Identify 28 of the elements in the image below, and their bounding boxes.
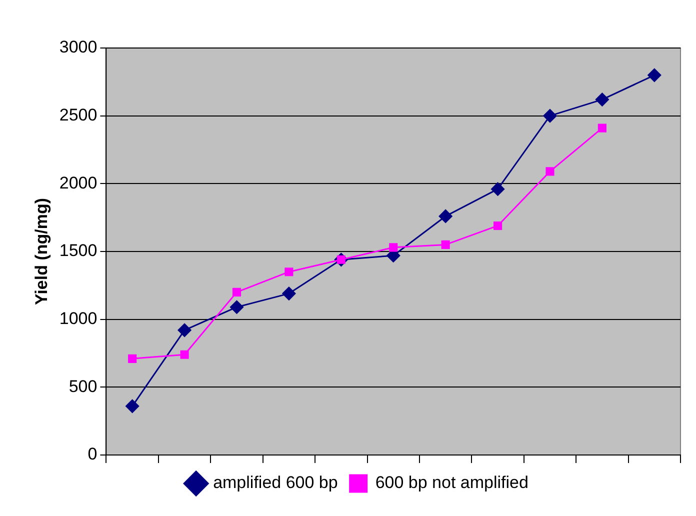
legend-label: amplified 600 bp [213, 473, 338, 492]
y-axis-title: Yield (ng/mg) [32, 198, 51, 306]
point [598, 124, 606, 132]
point [438, 209, 452, 223]
y-tick-label: 3000 [59, 38, 98, 57]
point [178, 323, 192, 337]
legend-label: 600 bp not amplified [375, 473, 528, 492]
y-tick-label: 500 [68, 376, 98, 396]
y-tick-label: 1000 [59, 309, 98, 328]
point [441, 240, 450, 249]
point [128, 354, 137, 363]
point [595, 92, 609, 106]
point [230, 300, 244, 314]
point [493, 221, 502, 230]
point [282, 286, 296, 300]
point [284, 268, 294, 276]
point [543, 109, 557, 123]
point [232, 288, 242, 296]
y-tick-label: 1500 [59, 241, 98, 260]
point [389, 243, 398, 252]
point [491, 182, 505, 196]
y-tick-label: 2500 [59, 106, 98, 125]
point [648, 68, 662, 82]
y-tick-label: 0 [88, 444, 98, 464]
point [546, 167, 554, 176]
point [180, 350, 189, 359]
point [126, 399, 140, 413]
y-tick-label: 2000 [59, 173, 98, 192]
